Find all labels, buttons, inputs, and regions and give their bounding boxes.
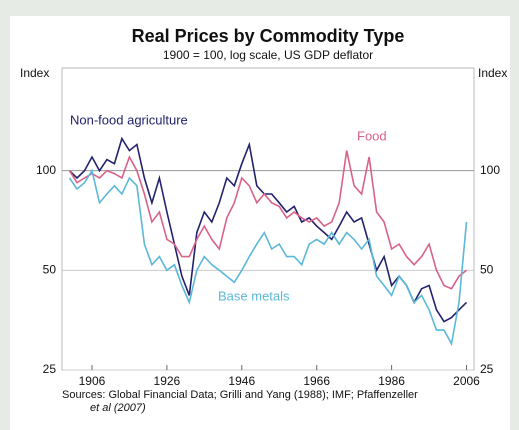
series-label: Food (357, 128, 387, 143)
x-tick-label: 2006 (453, 374, 480, 388)
y-tick-label: 50 (43, 263, 57, 277)
chart-title: Real Prices by Commodity Type (132, 26, 405, 46)
y-tick-label: 25 (43, 362, 57, 376)
y-tick-label: 100 (36, 163, 56, 177)
y2-tick-label: 50 (480, 263, 494, 277)
series-label: Base metals (218, 288, 290, 303)
x-tick-label: 1986 (378, 374, 405, 388)
y-axis-label: Index (20, 66, 49, 80)
series-line (68, 168, 468, 347)
source: Sources: Global Financial Data; Grilli a… (62, 389, 418, 401)
y2-tick-label: 100 (480, 163, 500, 177)
series-line (68, 150, 467, 290)
chart-subtitle: 1900 = 100, log scale, US GDP deflator (163, 48, 373, 62)
chart-background (10, 16, 510, 430)
x-tick-label: 1906 (79, 374, 106, 388)
x-tick-label: 1966 (303, 374, 330, 388)
source: et al (2007) (90, 402, 146, 414)
x-tick-label: 1946 (228, 374, 255, 388)
y2-tick-label: 25 (480, 362, 494, 376)
series-label: Non-food agriculture (70, 112, 188, 127)
y2-axis-label: Index (478, 66, 507, 80)
x-tick-label: 1926 (154, 374, 181, 388)
